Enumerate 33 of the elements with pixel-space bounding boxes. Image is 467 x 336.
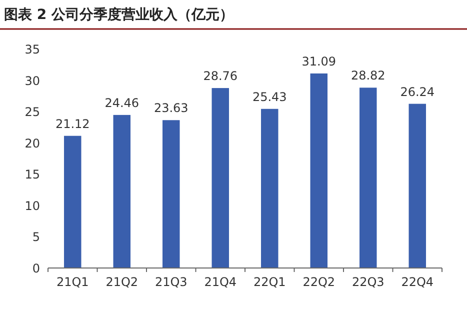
data-label: 31.09 <box>302 54 336 68</box>
y-tick-label: 15 <box>24 168 40 182</box>
x-tick-label: 21Q1 <box>56 275 89 289</box>
bar <box>162 120 180 268</box>
x-tick-label: 22Q4 <box>401 275 434 289</box>
x-tick-label: 22Q3 <box>352 275 384 289</box>
y-tick-label: 10 <box>24 198 40 213</box>
x-tick-label: 21Q2 <box>106 275 138 289</box>
x-tick-label: 22Q2 <box>302 275 336 289</box>
data-label: 28.82 <box>350 68 386 83</box>
bar <box>64 136 82 268</box>
data-label: 23.63 <box>154 101 188 116</box>
x-tick-label: 21Q4 <box>204 275 237 289</box>
bar <box>113 114 130 268</box>
y-tick-label: 35 <box>24 42 40 56</box>
bar <box>212 88 229 268</box>
bar <box>261 108 278 268</box>
data-label: 26.24 <box>400 84 435 99</box>
bar <box>310 73 328 268</box>
y-tick-label: 25 <box>24 105 40 120</box>
data-label: 24.46 <box>104 96 140 110</box>
x-tick-label: 21Q3 <box>154 275 188 289</box>
chart-title: 图表 2 公司分季度营业收入（亿元） <box>4 6 234 23</box>
bar <box>360 88 377 268</box>
y-tick-label: 30 <box>24 74 40 88</box>
y-tick-label: 0 <box>32 262 40 276</box>
data-label: 25.43 <box>252 90 287 104</box>
data-label: 21.12 <box>55 116 90 131</box>
x-tick-label: 22Q1 <box>253 275 286 289</box>
data-label: 28.76 <box>203 69 238 84</box>
y-tick-label: 5 <box>32 230 40 244</box>
y-tick-label: 20 <box>24 136 40 150</box>
bar <box>408 104 426 268</box>
